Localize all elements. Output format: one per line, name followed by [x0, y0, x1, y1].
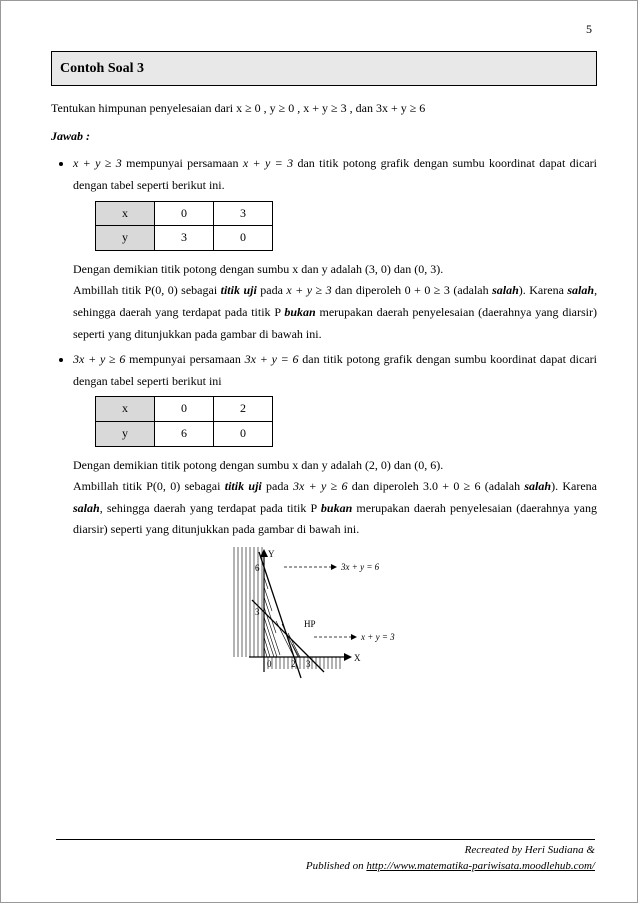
expr: 3x + y ≥ 6	[73, 352, 125, 366]
tick-y: 6	[255, 563, 260, 573]
example-title: Contoh Soal 3	[51, 51, 597, 86]
text: mempunyai persamaan	[122, 156, 243, 170]
text: (adalah	[450, 283, 492, 297]
question-text: Tentukan himpunan penyelesaian dari x ≥ …	[51, 98, 597, 120]
text: bukan	[284, 305, 315, 319]
text: ). Karena	[519, 283, 568, 297]
table-cell: 0	[214, 226, 273, 251]
footer-line2a: Published on	[306, 860, 367, 872]
page: 5 Contoh Soal 3 Tentukan himpunan penyel…	[0, 0, 638, 903]
tick-y: 3	[255, 607, 260, 617]
text: pada	[257, 283, 287, 297]
bullet-2: 3x + y ≥ 6 mempunyai persamaan 3x + y = …	[73, 349, 597, 541]
region-graph: 0 2 3 3 6 X Y HP 3x + y = 6 x + y = 3	[204, 547, 444, 687]
expr: x + y ≥ 3	[73, 156, 122, 170]
footer-link[interactable]: http://www.matematika-pariwisata.moodleh…	[366, 860, 595, 872]
line-label: 3x + y = 6	[340, 562, 380, 572]
text: , sehingga daerah yang terdapat pada tit…	[100, 501, 321, 515]
graph-container: 0 2 3 3 6 X Y HP 3x + y = 6 x + y = 3	[51, 547, 597, 695]
para: Dengan demikian titik potong dengan sumb…	[73, 259, 597, 281]
table-cell: 0	[155, 201, 214, 226]
table-cell: 3	[214, 201, 273, 226]
text: salah	[73, 501, 100, 515]
answer-label: Jawab :	[51, 126, 597, 148]
text: titik uji	[221, 283, 257, 297]
footer-line1: Recreated by Heri Sudiana &	[465, 844, 595, 856]
text: ). Karena	[551, 479, 597, 493]
text: bukan	[321, 501, 352, 515]
text: dan diperoleh	[347, 479, 423, 493]
text: dan diperoleh	[332, 283, 405, 297]
text: (adalah	[481, 479, 525, 493]
table-cell: 2	[214, 397, 273, 422]
table-header: x	[96, 397, 155, 422]
text: salah	[492, 283, 519, 297]
expr: 3x + y = 6	[245, 352, 299, 366]
bullet-1: x + y ≥ 3 mempunyai persamaan x + y = 3 …	[73, 153, 597, 345]
text: mempunyai persamaan	[125, 352, 244, 366]
para: Ambillah titik P(0, 0) sebagai titik uji…	[73, 280, 597, 345]
para: Ambillah titik P(0, 0) sebagai titik uji…	[73, 476, 597, 541]
tick-x: 3	[306, 659, 311, 669]
table-cell: 6	[155, 421, 214, 446]
intercept-table-1: x03 y30	[95, 201, 273, 251]
text: Ambillah titik P(0, 0) sebagai	[73, 283, 221, 297]
hp-label: HP	[304, 619, 316, 629]
table-header: x	[96, 201, 155, 226]
text: pada	[262, 479, 293, 493]
text: Ambillah titik P(0, 0) sebagai	[73, 479, 225, 493]
text: 3x + y ≥ 6	[293, 479, 348, 493]
origin-label: 0	[267, 659, 272, 669]
text: 0 + 0 ≥ 3	[405, 283, 450, 297]
text: 3.0 + 0 ≥ 6	[423, 479, 481, 493]
text: titik uji	[225, 479, 262, 493]
tick-x: 2	[291, 659, 296, 669]
page-footer: Recreated by Heri Sudiana & Published on…	[56, 839, 595, 874]
text: salah	[567, 283, 594, 297]
intercept-table-2: x02 y60	[95, 396, 273, 446]
text: salah	[524, 479, 551, 493]
table-cell: 0	[214, 421, 273, 446]
expr: x + y = 3	[243, 156, 293, 170]
x-axis-label: X	[354, 653, 361, 663]
line-label: x + y = 3	[360, 632, 395, 642]
table-cell: 3	[155, 226, 214, 251]
para: Dengan demikian titik potong dengan sumb…	[73, 455, 597, 477]
text: x + y ≥ 3	[286, 283, 331, 297]
table-header: y	[96, 421, 155, 446]
y-axis-label: Y	[268, 549, 275, 559]
table-cell: 0	[155, 397, 214, 422]
page-number: 5	[586, 19, 592, 41]
table-header: y	[96, 226, 155, 251]
content-body: Tentukan himpunan penyelesaian dari x ≥ …	[51, 98, 597, 694]
